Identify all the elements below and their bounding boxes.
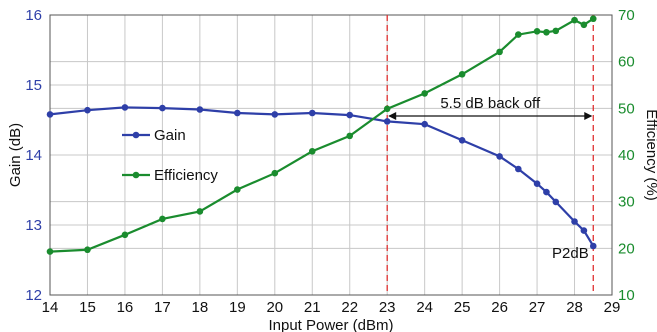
efficiency-point: [421, 90, 428, 97]
right-y-tick-label: 40: [618, 147, 635, 164]
x-tick-label: 26: [491, 299, 508, 316]
gain-point: [159, 104, 166, 112]
gain-point: [533, 180, 541, 187]
efficiency-point: [458, 70, 466, 78]
gain-point: [543, 188, 550, 196]
legend-gain-marker: [132, 131, 140, 139]
x-tick-label: 25: [454, 299, 471, 316]
left-y-tick-label: 12: [25, 287, 42, 304]
p2db-label: P2dB: [552, 245, 589, 262]
x-tick-label: 24: [416, 299, 433, 316]
backoff-label: 5.5 dB back off: [440, 95, 541, 112]
efficiency-point: [46, 248, 54, 255]
gain-point: [308, 109, 316, 117]
plot-frame: [49, 14, 613, 296]
gain-point: [234, 109, 241, 117]
efficiency-point: [308, 147, 316, 155]
legend-gain-label: Gain: [154, 127, 186, 144]
backoff-arrowhead-right: [584, 112, 593, 120]
efficiency-point: [515, 31, 522, 38]
left-axis-title: Gain (dB): [7, 123, 24, 187]
right-axis-title: Efficiency (%): [643, 109, 657, 200]
efficiency-point: [383, 105, 391, 113]
gain-point: [271, 111, 279, 118]
right-y-tick-label: 20: [618, 240, 635, 257]
efficiency-point: [552, 27, 560, 35]
efficiency-point: [533, 28, 541, 35]
gain-point: [84, 106, 91, 114]
ticks: 14 15 16 17 18 19 20 21 22 23 24 25 26 27 28 29 12 13 14 15…: [25, 7, 634, 316]
x-tick-label: 15: [79, 299, 96, 316]
x-tick-label: 21: [304, 299, 321, 316]
x-tick-label: 14: [42, 299, 59, 316]
legend-efficiency-label: Efficiency: [154, 167, 218, 184]
right-y-tick-label: 10: [618, 287, 635, 304]
gain-point: [496, 153, 503, 160]
x-tick-label: 23: [379, 299, 396, 316]
x-tick-label: 20: [266, 299, 283, 316]
gain-point: [515, 165, 522, 173]
right-y-tick-label: 50: [618, 100, 635, 117]
right-y-tick-label: 70: [618, 7, 635, 24]
x-axis-title: Input Power (dBm): [268, 317, 393, 332]
backoff-annotation: 5.5 dB back off: [388, 95, 593, 120]
x-tick-label: 29: [604, 299, 621, 316]
efficiency-point: [234, 186, 241, 193]
x-tick-label: 19: [229, 299, 246, 316]
gain-point: [552, 198, 560, 206]
gain-point: [571, 218, 578, 225]
gain-point: [421, 120, 428, 128]
efficiency-point: [196, 208, 204, 215]
efficiency-point: [571, 16, 578, 24]
efficiency-point: [271, 169, 279, 177]
efficiency-point: [496, 48, 503, 56]
gain-point: [196, 106, 204, 113]
left-y-tick-label: 16: [25, 7, 42, 24]
x-tick-label: 16: [117, 299, 134, 316]
left-y-tick-label: 13: [25, 217, 42, 234]
legend-efficiency-marker: [132, 171, 140, 179]
series: [46, 15, 597, 255]
efficiency-point: [580, 21, 588, 29]
right-y-tick-label: 30: [618, 194, 635, 211]
gain-point: [46, 111, 54, 118]
efficiency-point: [84, 246, 91, 254]
right-y-tick-label: 60: [618, 54, 635, 71]
x-tick-label: 22: [341, 299, 358, 316]
gain-point: [458, 137, 466, 144]
efficiency-point: [543, 28, 550, 36]
x-tick-label: 27: [529, 299, 546, 316]
backoff-arrowhead-left: [388, 112, 397, 120]
gain-point: [383, 118, 391, 125]
efficiency-point: [346, 132, 354, 140]
grid: [49, 14, 613, 296]
left-y-tick-label: 15: [25, 77, 42, 94]
x-tick-label: 17: [154, 299, 171, 316]
gain-point: [589, 242, 597, 250]
efficiency-point: [589, 15, 597, 23]
x-tick-label: 18: [192, 299, 209, 316]
efficiency-point: [121, 231, 129, 239]
efficiency-point: [159, 215, 166, 223]
gain-point: [346, 111, 354, 119]
left-y-tick-label: 14: [25, 147, 42, 164]
gain-point: [121, 104, 129, 111]
legend: Gain Efficiency: [122, 127, 218, 184]
gain-point: [580, 227, 588, 234]
x-tick-label: 28: [566, 299, 583, 316]
